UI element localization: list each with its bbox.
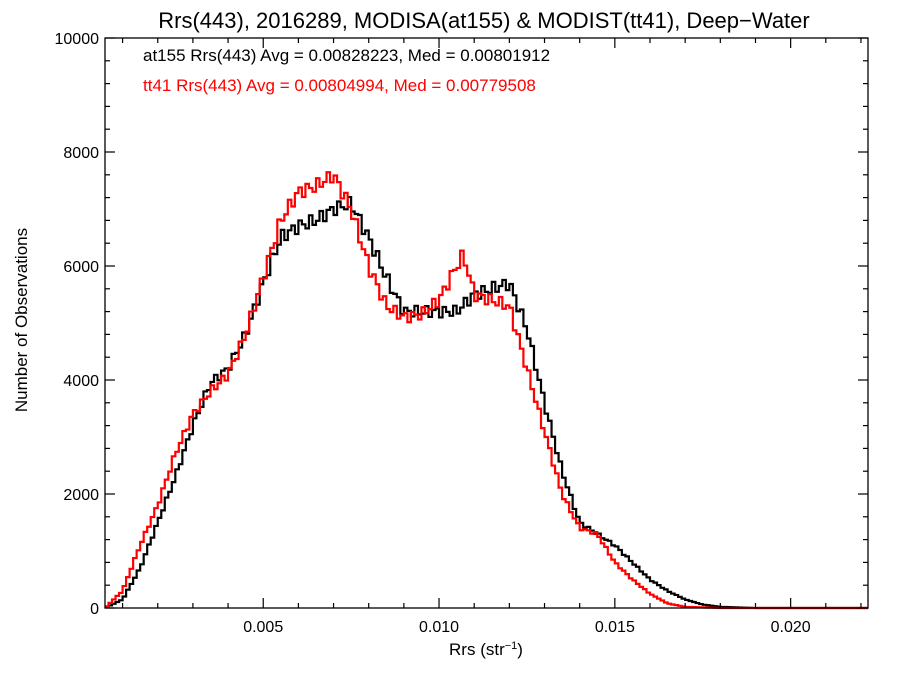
annotation-at155-stats: at155 Rrs(443) Avg = 0.00828223, Med = 0… bbox=[143, 46, 550, 65]
x-tick-label: 0.010 bbox=[419, 619, 459, 636]
plot-frame bbox=[104, 37, 869, 609]
series-layer bbox=[105, 171, 868, 610]
chart-title: Rrs(443), 2016289, MODISA(at155) & MODIS… bbox=[158, 8, 809, 33]
y-tick-label: 0 bbox=[90, 601, 99, 618]
y-tick-label: 10000 bbox=[55, 31, 100, 48]
y-tick-label: 8000 bbox=[63, 145, 99, 162]
series-line-at155 bbox=[105, 195, 868, 610]
x-tick-label: 0.005 bbox=[243, 619, 283, 636]
x-tick-label: 0.020 bbox=[771, 619, 811, 636]
series-line-tt41 bbox=[105, 171, 868, 610]
y-axis-label: Number of Observations bbox=[12, 228, 31, 412]
y-tick-label: 4000 bbox=[63, 373, 99, 390]
y-tick-label: 6000 bbox=[63, 259, 99, 276]
x-axis-label-end: ) bbox=[517, 640, 523, 659]
y-tick-label: 2000 bbox=[63, 487, 99, 504]
x-axis-label-sup: −1 bbox=[505, 640, 518, 652]
x-axis-label-main: Rrs (str bbox=[449, 640, 505, 659]
x-axis-label: Rrs (str−1) bbox=[449, 640, 523, 659]
annotation-tt41-stats: tt41 Rrs(443) Avg = 0.00804994, Med = 0.… bbox=[143, 76, 536, 95]
x-tick-label: 0.015 bbox=[595, 619, 635, 636]
y-tick-labels: 0 2000 4000 6000 8000 10000 bbox=[55, 31, 100, 618]
x-tick-labels: 0.005 0.010 0.015 0.020 bbox=[243, 619, 811, 636]
